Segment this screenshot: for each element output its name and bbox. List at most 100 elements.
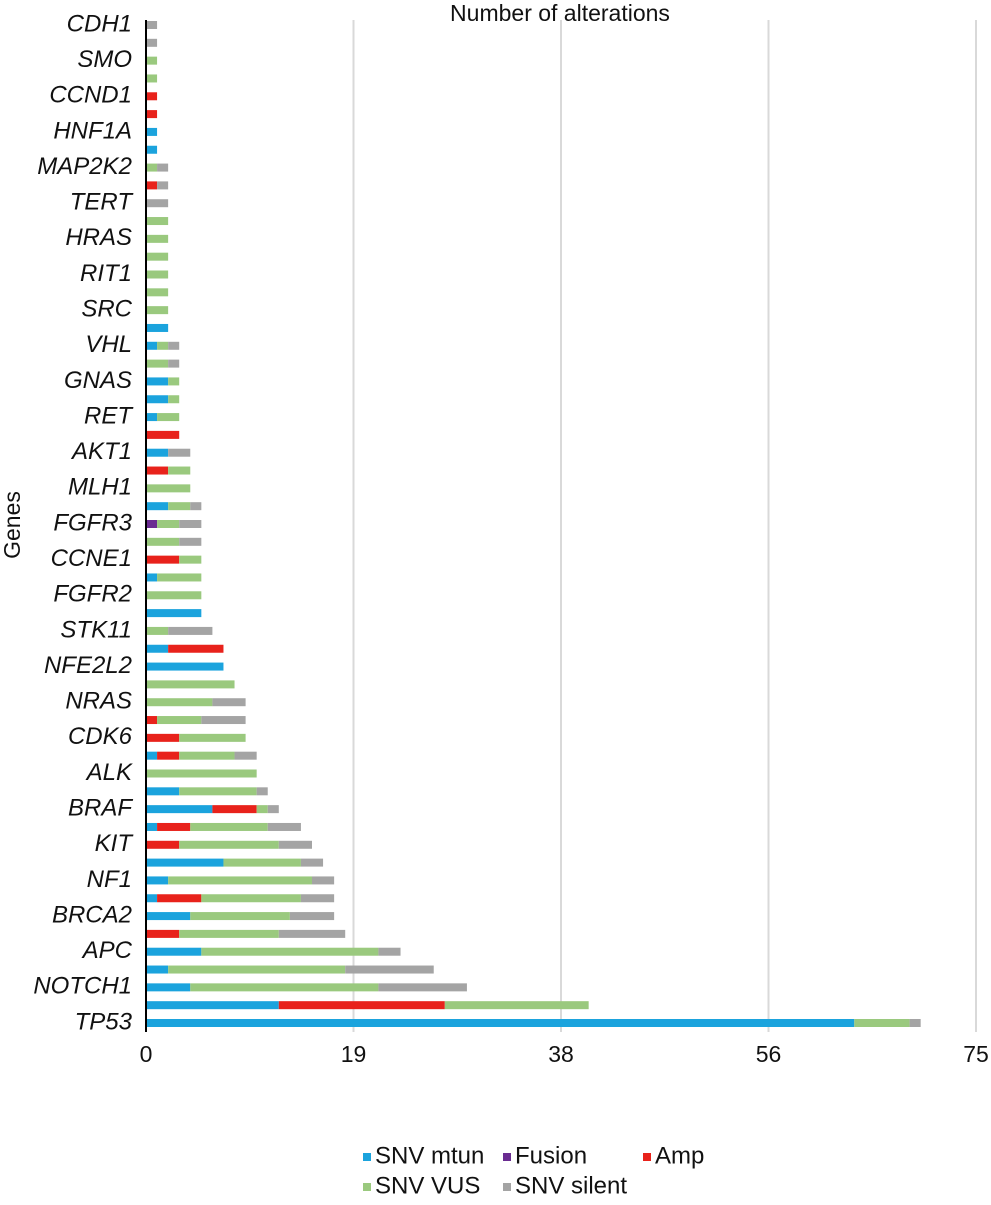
bar-segment bbox=[909, 1019, 921, 1027]
bar-segment bbox=[179, 787, 257, 796]
legend-swatch bbox=[643, 1153, 651, 1161]
bar-segment bbox=[146, 252, 169, 261]
bar-segment bbox=[179, 840, 279, 849]
y-tick-label: HRAS bbox=[65, 224, 132, 251]
bar-segment bbox=[168, 965, 346, 974]
bar-segment bbox=[146, 359, 169, 368]
bar-segment bbox=[234, 751, 257, 760]
y-tick-label: NFE2L2 bbox=[44, 652, 132, 679]
y-tick-label: NRAS bbox=[65, 688, 132, 715]
bar-segment bbox=[146, 217, 169, 226]
x-tick-label: 0 bbox=[140, 1041, 153, 1067]
y-tick-label: APC bbox=[81, 937, 133, 964]
y-tick-label: VHL bbox=[85, 331, 132, 358]
bar-segment bbox=[146, 609, 202, 618]
bar-segment bbox=[146, 306, 169, 315]
bar-segment bbox=[146, 894, 158, 903]
bar-segment bbox=[157, 573, 202, 582]
bar-segment bbox=[146, 163, 158, 172]
legend-swatch bbox=[503, 1153, 511, 1161]
bar-segment bbox=[312, 876, 335, 885]
y-tick-label: TERT bbox=[70, 189, 135, 216]
bar-segment bbox=[146, 1019, 855, 1027]
legend-label: SNV silent bbox=[515, 1172, 627, 1199]
bar-segment bbox=[146, 145, 158, 154]
bar-segment bbox=[201, 716, 246, 725]
bar-segment bbox=[146, 965, 169, 974]
y-tick-label: TP53 bbox=[75, 1008, 133, 1035]
bar-segment bbox=[157, 751, 180, 760]
bar-segment bbox=[146, 74, 158, 83]
legend-swatch bbox=[363, 1183, 371, 1191]
y-tick-label: FGFR3 bbox=[53, 509, 132, 536]
bar-segment bbox=[146, 591, 202, 600]
bar-segment bbox=[146, 38, 158, 47]
bar-segment bbox=[157, 181, 169, 190]
y-axis-label: Genes bbox=[0, 491, 25, 559]
bar-segment bbox=[168, 466, 191, 475]
bar-segment bbox=[190, 502, 202, 511]
bar-segment bbox=[256, 787, 268, 796]
bar-segment bbox=[190, 822, 268, 831]
bar-segment bbox=[146, 21, 158, 29]
bar-segment bbox=[378, 983, 467, 992]
bar-segment bbox=[146, 644, 169, 653]
bar-segment bbox=[146, 822, 158, 831]
bar-segment bbox=[146, 341, 158, 350]
bar-segment bbox=[146, 929, 180, 938]
bar-segment bbox=[146, 484, 191, 493]
bar-segment bbox=[146, 377, 169, 386]
bar-segment bbox=[190, 983, 379, 992]
bar-segment bbox=[345, 965, 434, 974]
bar-segment bbox=[146, 127, 158, 136]
legend-label: Fusion bbox=[515, 1142, 587, 1169]
y-tick-label: CCNE1 bbox=[51, 545, 132, 572]
y-tick-label: ALK bbox=[85, 759, 133, 786]
bar-segment bbox=[146, 751, 158, 760]
legend-label: SNV mtun bbox=[375, 1142, 484, 1169]
bar-segment bbox=[146, 288, 169, 297]
bar-segment bbox=[179, 520, 202, 528]
bar-segment bbox=[146, 787, 180, 796]
bar-segment bbox=[146, 413, 158, 422]
bar-segment bbox=[168, 626, 213, 635]
bar-segment bbox=[146, 234, 169, 243]
bar-segment bbox=[179, 929, 279, 938]
bar-segment bbox=[168, 502, 191, 511]
bar-segment bbox=[146, 573, 158, 582]
bar-segment bbox=[146, 680, 235, 689]
bar-segment bbox=[168, 876, 312, 885]
bar-segment bbox=[146, 181, 158, 190]
bar-segment bbox=[278, 840, 312, 849]
bar-segment bbox=[146, 537, 180, 546]
bar-segment bbox=[168, 448, 191, 457]
bar-segment bbox=[146, 323, 169, 332]
y-tick-label: HNF1A bbox=[53, 117, 132, 144]
y-tick-label: STK11 bbox=[60, 616, 132, 643]
bar-segment bbox=[300, 894, 335, 903]
bar-segment bbox=[146, 947, 202, 956]
y-tick-label: RIT1 bbox=[80, 260, 132, 287]
y-tick-label: GNAS bbox=[64, 367, 132, 394]
bar-segment bbox=[179, 751, 235, 760]
bar-segment bbox=[157, 520, 180, 528]
bar-segment bbox=[146, 56, 158, 65]
bar-segment bbox=[157, 341, 169, 350]
bar-segment bbox=[201, 894, 301, 903]
bar-segment bbox=[146, 92, 158, 101]
bar-segment bbox=[146, 858, 224, 867]
bar-segment bbox=[168, 377, 180, 386]
bar-segment bbox=[146, 502, 169, 511]
x-tick-label: 19 bbox=[341, 1041, 367, 1067]
bar-segment bbox=[146, 983, 191, 992]
bar-segment bbox=[289, 912, 335, 921]
y-tick-label: MLH1 bbox=[68, 474, 132, 501]
bar-segment bbox=[146, 840, 180, 849]
bar-segment bbox=[256, 805, 268, 814]
legend-swatch bbox=[503, 1183, 511, 1191]
bar-segment bbox=[146, 769, 257, 778]
bar-segment bbox=[157, 163, 169, 172]
bar-segment bbox=[212, 805, 257, 814]
bar-segment bbox=[179, 733, 246, 742]
